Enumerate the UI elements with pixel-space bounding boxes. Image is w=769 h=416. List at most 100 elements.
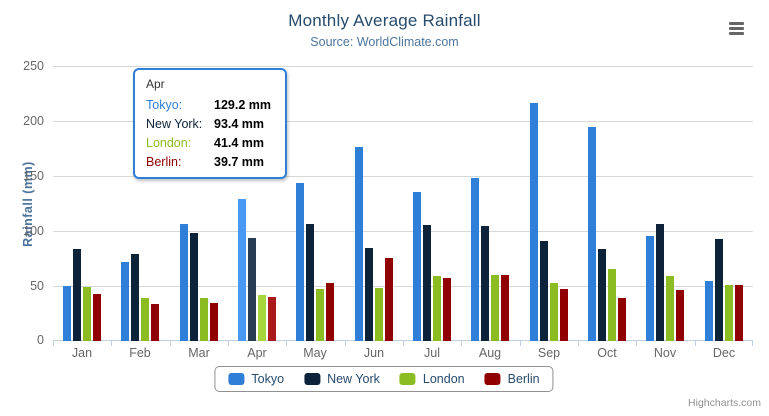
column-group-dec [695, 66, 753, 341]
x-axis-label-aug: Aug [478, 346, 502, 360]
bar-new-york-oct[interactable] [598, 249, 607, 341]
x-axis-label-feb: Feb [129, 346, 151, 360]
bar-tokyo-mar[interactable] [179, 224, 188, 341]
x-axis-tick [461, 341, 462, 346]
legend-label-london: London [422, 372, 465, 386]
legend-item-berlin[interactable]: Berlin [484, 372, 540, 386]
tooltip-series-label: Tokyo: [146, 98, 183, 112]
bar-berlin-sep[interactable] [559, 289, 568, 341]
export-menu-button[interactable] [727, 17, 751, 39]
bar-tokyo-aug[interactable] [471, 178, 480, 341]
credits-link[interactable]: Highcharts.com [688, 397, 761, 409]
x-axis-label-jan: Jan [71, 346, 93, 360]
bar-berlin-feb[interactable] [151, 304, 160, 341]
bar-new-york-jun[interactable] [364, 248, 373, 341]
bar-london-apr[interactable] [258, 295, 267, 341]
bar-new-york-sep[interactable] [539, 241, 548, 341]
bar-london-oct[interactable] [608, 269, 617, 341]
bar-berlin-jan[interactable] [93, 294, 102, 341]
tooltip-header: Apr [146, 77, 165, 91]
column-group-nov [636, 66, 694, 341]
bar-tokyo-oct[interactable] [588, 127, 597, 341]
y-axis-label-100: 100 [23, 224, 44, 238]
bar-tokyo-apr[interactable] [238, 199, 247, 341]
legend-item-new-york[interactable]: New York [304, 372, 380, 386]
bar-new-york-nov[interactable] [656, 224, 665, 341]
bar-berlin-jul[interactable] [443, 278, 452, 341]
bar-london-may[interactable] [316, 289, 325, 341]
bar-new-york-aug[interactable] [481, 226, 490, 341]
column-group-mar [170, 66, 228, 341]
legend-symbol-tokyo [228, 373, 245, 385]
x-axis-label-jun: Jun [363, 346, 385, 360]
legend-item-tokyo[interactable]: Tokyo [228, 372, 284, 386]
bar-new-york-feb[interactable] [131, 254, 140, 341]
bar-london-jan[interactable] [83, 287, 92, 341]
bar-tokyo-sep[interactable] [529, 103, 538, 341]
bar-berlin-apr[interactable] [268, 297, 277, 341]
bar-tokyo-dec[interactable] [704, 281, 713, 341]
hamburger-menu-icon [729, 21, 749, 35]
column-group-jun [345, 66, 403, 341]
column-group-oct [578, 66, 636, 341]
bar-berlin-jun[interactable] [384, 258, 393, 341]
chart-subtitle: Source: WorldClimate.com [310, 35, 459, 49]
bar-london-jul[interactable] [433, 276, 442, 341]
legend-symbol-london [399, 373, 416, 385]
bar-berlin-dec[interactable] [734, 285, 743, 341]
legend-symbol-new-york [304, 373, 321, 385]
x-axis-tick [752, 341, 753, 346]
plot-area [53, 66, 753, 346]
x-axis-label-oct: Oct [597, 346, 617, 360]
legend-item-london[interactable]: London [399, 372, 465, 386]
x-axis-label-mar: Mar [188, 346, 210, 360]
gridline-250 [53, 66, 753, 67]
x-axis-tick [636, 341, 637, 346]
x-axis-label-jul: Jul [424, 346, 440, 360]
y-axis-title: Rainfall (mm) [21, 161, 35, 247]
column-group-jul [403, 66, 461, 341]
bar-berlin-mar[interactable] [209, 303, 218, 341]
tooltip-series-value: 41.4 mm [214, 136, 265, 150]
bar-london-mar[interactable] [199, 298, 208, 341]
gridline-50 [53, 286, 753, 287]
gridline-100 [53, 231, 753, 232]
bar-berlin-aug[interactable] [501, 275, 510, 341]
bar-new-york-dec[interactable] [714, 239, 723, 341]
bar-new-york-jul[interactable] [423, 225, 432, 341]
bar-tokyo-feb[interactable] [121, 262, 130, 341]
x-axis-label-may: May [303, 346, 327, 360]
tooltip-series-label: Berlin: [146, 155, 182, 169]
bar-new-york-apr[interactable] [248, 238, 257, 341]
tooltip-series-label: New York: [146, 117, 203, 131]
bar-new-york-may[interactable] [306, 224, 315, 341]
bar-berlin-oct[interactable] [618, 298, 627, 341]
bar-tokyo-jun[interactable] [354, 147, 363, 341]
bar-london-sep[interactable] [549, 283, 558, 341]
bar-tokyo-may[interactable] [296, 183, 305, 341]
x-axis-label-sep: Sep [537, 346, 561, 360]
bar-london-feb[interactable] [141, 298, 150, 341]
bar-tokyo-jan[interactable] [63, 286, 72, 341]
tooltip-series-value: 129.2 mm [214, 98, 271, 112]
legend-label-new-york: New York [327, 372, 380, 386]
bar-london-jun[interactable] [374, 288, 383, 341]
bar-london-aug[interactable] [491, 275, 500, 341]
x-axis-tick [520, 341, 521, 346]
bar-london-nov[interactable] [666, 276, 675, 341]
bar-berlin-nov[interactable] [676, 290, 685, 341]
bar-tokyo-nov[interactable] [646, 236, 655, 341]
bar-new-york-jan[interactable] [73, 249, 82, 341]
bar-london-dec[interactable] [724, 285, 733, 341]
bar-new-york-mar[interactable] [189, 233, 198, 341]
bar-berlin-may[interactable] [326, 283, 335, 341]
gridline-150 [53, 176, 753, 177]
tooltip-series-label: London: [146, 136, 192, 150]
bar-tokyo-jul[interactable] [413, 192, 422, 341]
x-axis-tick [578, 341, 579, 346]
x-axis-tick [53, 341, 54, 346]
legend-label-tokyo: Tokyo [251, 372, 285, 386]
x-axis-tick [286, 341, 287, 346]
y-axis-label-50: 50 [30, 279, 44, 293]
